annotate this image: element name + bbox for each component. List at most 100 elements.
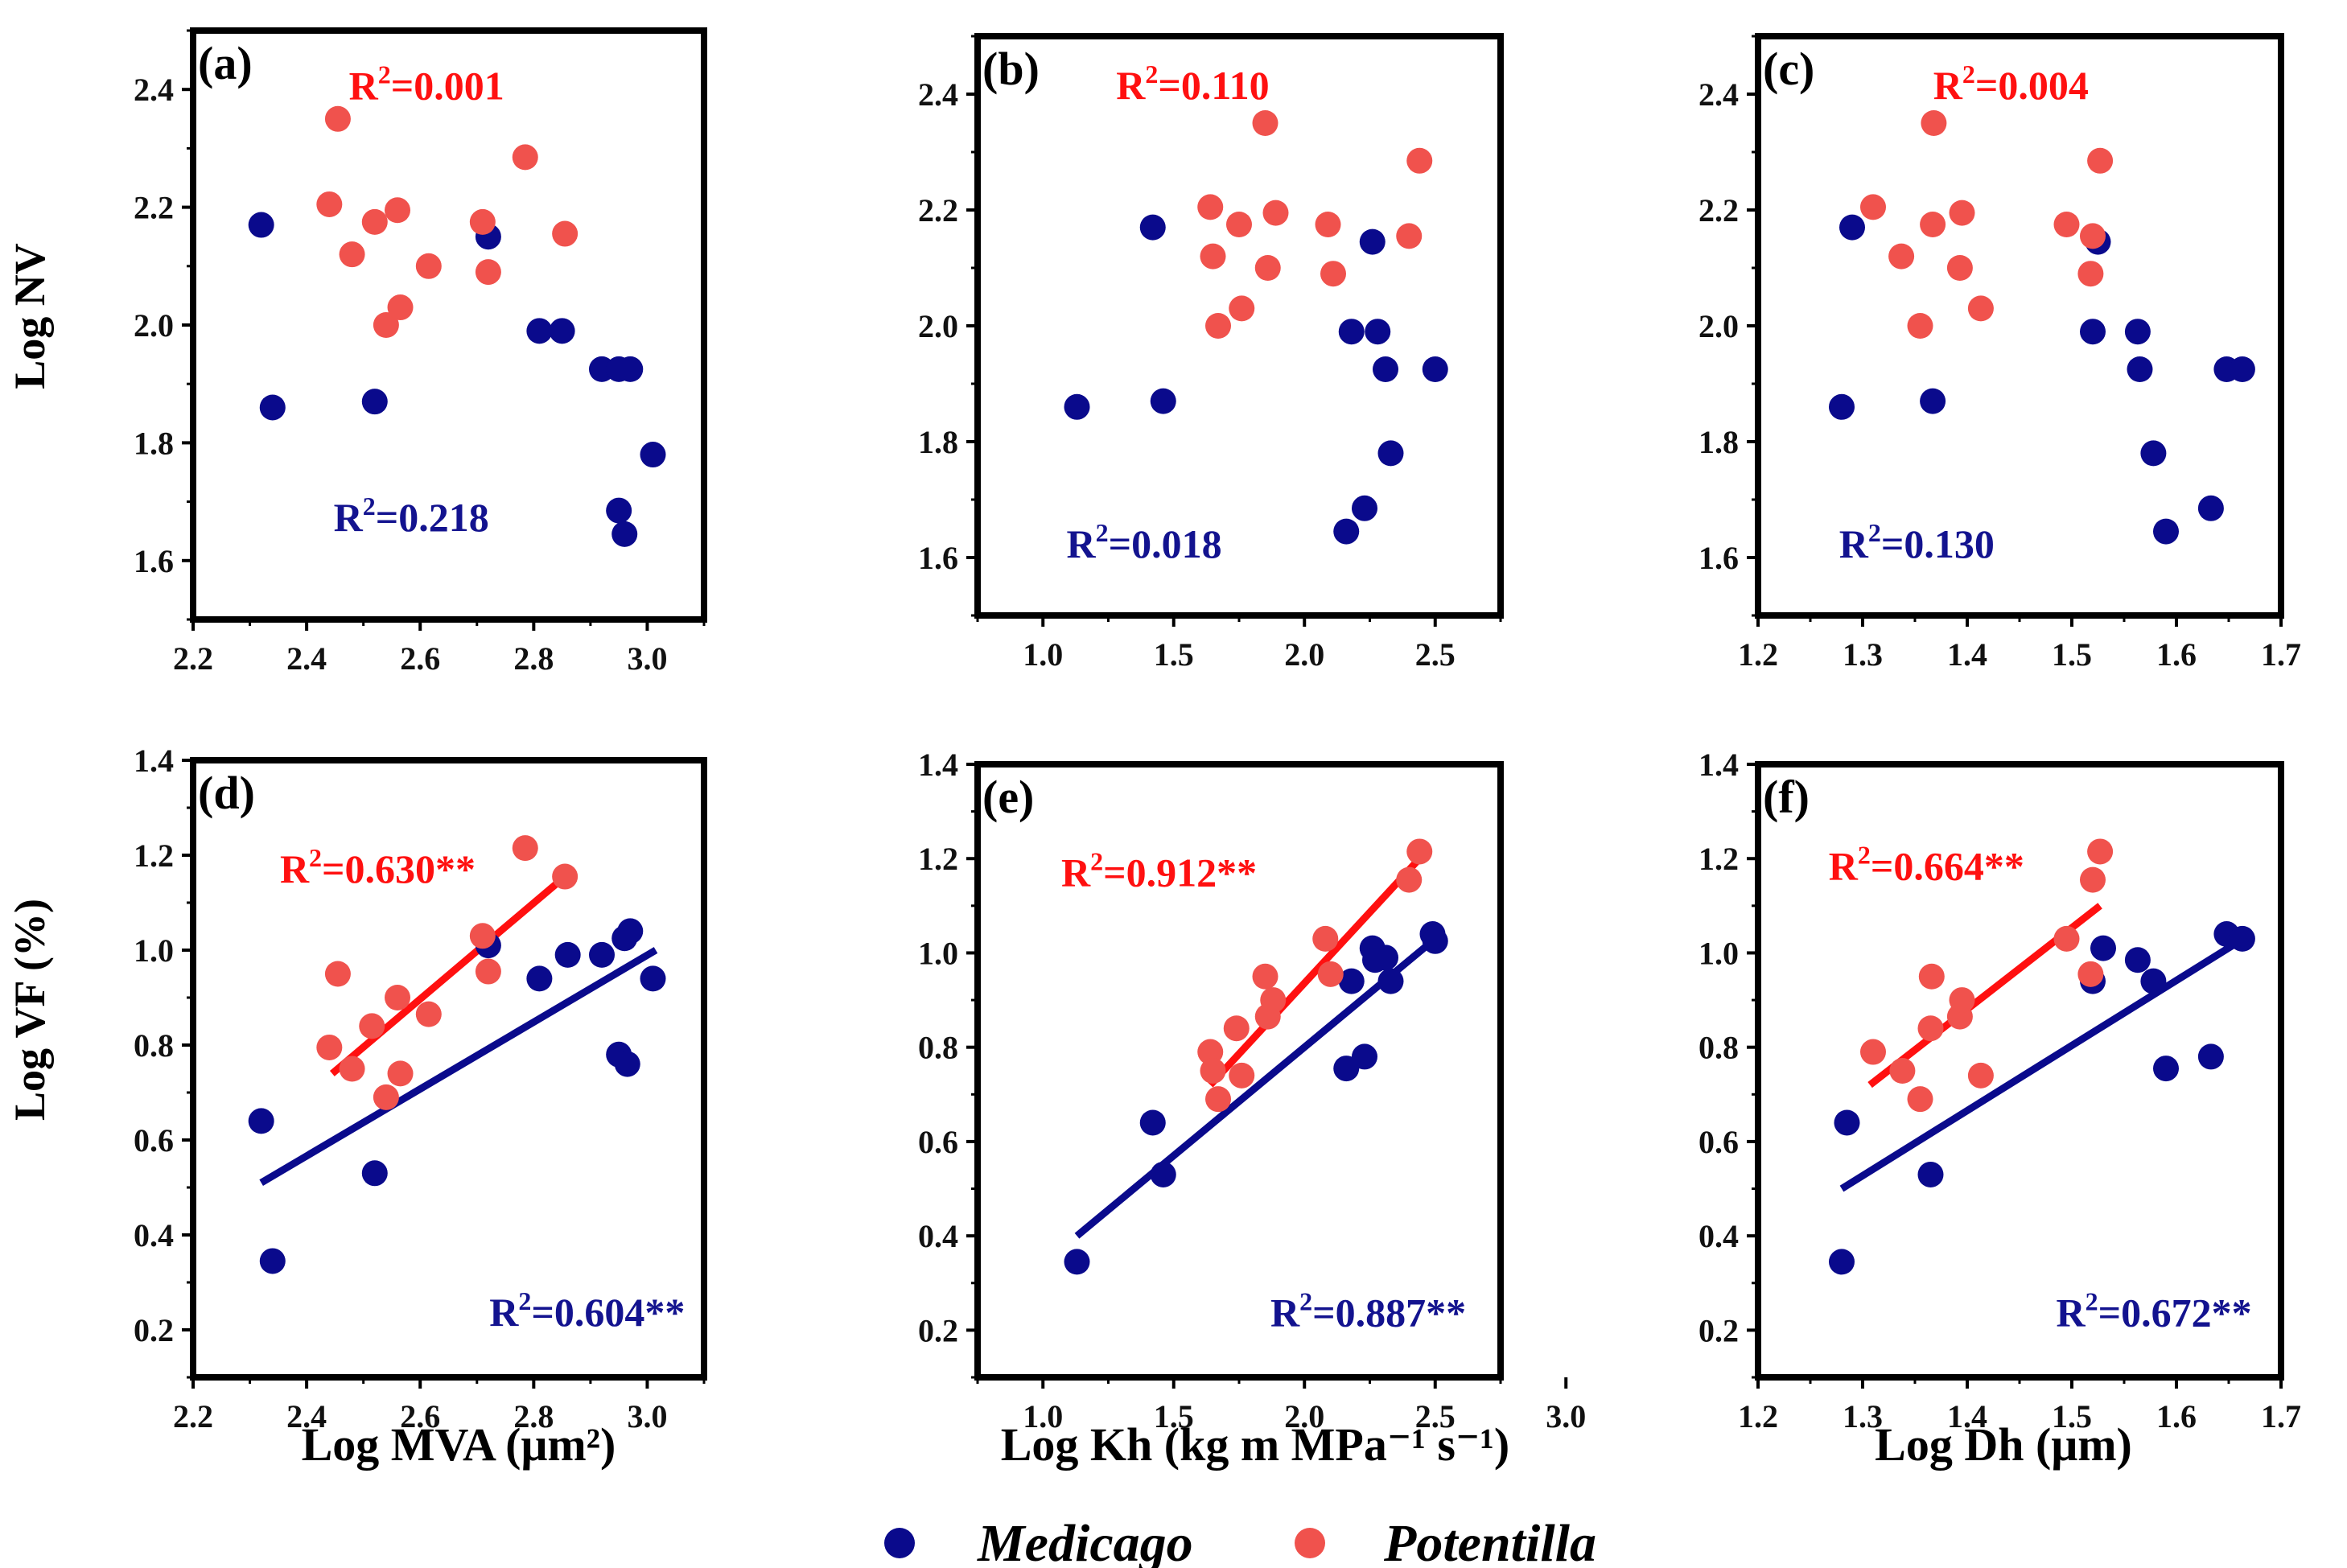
panel-f: 1.2 1.3 1.4 1.5 1.6 1.7 0.2 0.4 0.6 0.8 1.0 1.2 1.4 (… bbox=[1698, 747, 2301, 1434]
data-point-potentilla bbox=[1254, 255, 1281, 281]
y-tick-label: 1.6 bbox=[1698, 540, 1739, 576]
y-tick-label: 1.0 bbox=[1698, 935, 1739, 971]
fit-line-medicago bbox=[259, 947, 658, 1186]
x-tick-label: 1.5 bbox=[1154, 636, 1194, 673]
data-point-medicago bbox=[1064, 393, 1090, 420]
y-tick-label: 1.6 bbox=[918, 540, 958, 576]
data-point-potentilla bbox=[373, 312, 399, 338]
plot-frame bbox=[974, 33, 1504, 619]
y-tick-label: 1.4 bbox=[918, 747, 958, 783]
data-point-medicago bbox=[1373, 356, 1398, 382]
data-point-potentilla bbox=[1918, 963, 1945, 990]
panels-container: 2.2 2.4 2.6 2.8 3.0 1.6 1.8 2.0 2.2 2.4 (a) R2=0.00… bbox=[134, 27, 2301, 1434]
plot-frame bbox=[190, 757, 707, 1381]
data-point-potentilla bbox=[2053, 925, 2080, 952]
data-point-potentilla bbox=[2087, 147, 2114, 174]
data-point-potentilla bbox=[339, 1056, 365, 1082]
y-tick-label: 0.6 bbox=[918, 1124, 958, 1160]
x-tick-label: 2.4 bbox=[286, 1398, 327, 1434]
panel-label: (e) bbox=[982, 771, 1034, 823]
data-point-potentilla bbox=[1946, 255, 1973, 281]
r2-label-medicago: R2=0.887** bbox=[1270, 1286, 1466, 1335]
legend-marker-medicago bbox=[884, 1528, 915, 1558]
x-tick-label: 2.4 bbox=[286, 640, 327, 677]
data-point-potentilla bbox=[1967, 295, 1994, 322]
y-axis-label-top: Log NV bbox=[6, 243, 54, 389]
data-point-potentilla bbox=[373, 1084, 399, 1110]
r2-label-potentilla: R2=0.630** bbox=[280, 843, 476, 891]
data-point-potentilla bbox=[1252, 963, 1278, 990]
data-point-potentilla bbox=[1260, 987, 1287, 1014]
data-point-potentilla bbox=[2053, 212, 2080, 237]
data-point-medicago bbox=[589, 941, 615, 968]
y-tick-label: 1.0 bbox=[134, 932, 174, 969]
r2-label-medicago: R2=0.218 bbox=[334, 492, 489, 540]
y-tick-label: 2.4 bbox=[134, 72, 174, 108]
data-point-potentilla bbox=[1315, 212, 1341, 237]
data-point-medicago bbox=[640, 442, 666, 468]
data-point-potentilla bbox=[2080, 866, 2106, 893]
data-point-potentilla bbox=[387, 294, 414, 321]
data-point-potentilla bbox=[1200, 243, 1226, 270]
r2-label-potentilla: R2=0.001 bbox=[349, 60, 504, 108]
data-point-medicago bbox=[259, 1248, 286, 1274]
x-axis-label-dh: Log Dh (μm) bbox=[1875, 1418, 2132, 1471]
data-point-medicago bbox=[1377, 968, 1404, 994]
data-point-potentilla bbox=[316, 1034, 343, 1060]
data-point-medicago bbox=[1829, 1249, 1855, 1275]
data-point-potentilla bbox=[361, 208, 388, 235]
y-tick-label: 2.0 bbox=[1698, 308, 1739, 344]
data-point-medicago bbox=[1352, 495, 1377, 521]
x-tick-label: 1.7 bbox=[2261, 636, 2301, 673]
data-point-potentilla bbox=[387, 1060, 414, 1087]
data-point-medicago bbox=[2080, 319, 2106, 345]
y-tick-label: 1.4 bbox=[134, 743, 174, 779]
x-axis-label-kh: Log Kh (kg m MPa⁻¹ s⁻¹) bbox=[1001, 1418, 1510, 1471]
data-point-medicago bbox=[2197, 1043, 2224, 1070]
y-tick-label: 2.4 bbox=[918, 76, 958, 113]
data-point-medicago bbox=[1373, 945, 1398, 971]
data-point-potentilla bbox=[2080, 223, 2106, 249]
data-point-medicago bbox=[1377, 440, 1404, 467]
fit-line-medicago bbox=[1074, 936, 1438, 1239]
y-tick-label: 1.2 bbox=[918, 841, 958, 877]
y-tick-label: 2.2 bbox=[918, 192, 958, 228]
data-point-potentilla bbox=[1205, 1086, 1231, 1113]
panel-label: (f) bbox=[1763, 771, 1810, 823]
legend-label-medicago: Medicago bbox=[977, 1514, 1193, 1568]
data-point-potentilla bbox=[385, 197, 410, 224]
data-point-potentilla bbox=[1200, 1058, 1226, 1084]
panel-d: 2.2 2.4 2.6 2.8 3.0 0.2 0.4 0.6 0.8 1.0 1.2 1.4 (d) R… bbox=[134, 743, 707, 1434]
fit-line-potentilla bbox=[329, 874, 568, 1076]
data-point-medicago bbox=[2124, 947, 2151, 973]
data-point-potentilla bbox=[385, 985, 410, 1010]
x-tick-label: 2.8 bbox=[513, 640, 554, 677]
data-point-potentilla bbox=[1205, 313, 1231, 339]
data-point-medicago bbox=[2124, 319, 2151, 345]
data-point-potentilla bbox=[2087, 838, 2114, 865]
x-tick-label: 1.5 bbox=[2052, 636, 2092, 673]
data-point-potentilla bbox=[324, 961, 351, 987]
data-point-potentilla bbox=[1317, 961, 1344, 987]
data-point-medicago bbox=[617, 356, 644, 382]
data-point-medicago bbox=[526, 318, 553, 344]
y-tick-label: 1.6 bbox=[134, 543, 174, 579]
data-point-potentilla bbox=[552, 863, 579, 890]
x-tick-label: 1.0 bbox=[1023, 1398, 1063, 1434]
data-point-medicago bbox=[361, 1160, 388, 1187]
data-point-medicago bbox=[554, 941, 581, 968]
data-point-potentilla bbox=[1262, 200, 1289, 226]
y-tick-label: 1.4 bbox=[1698, 747, 1739, 783]
data-point-medicago bbox=[2140, 440, 2167, 467]
data-point-medicago bbox=[1422, 928, 1448, 954]
r2-label-medicago: R2=0.672** bbox=[2057, 1286, 2252, 1335]
x-tick-label: 1.5 bbox=[1154, 1398, 1194, 1434]
data-point-medicago bbox=[1338, 968, 1365, 994]
y-tick-label: 0.8 bbox=[918, 1030, 958, 1066]
data-point-potentilla bbox=[1396, 866, 1423, 893]
y-tick-label: 0.2 bbox=[1698, 1312, 1739, 1348]
data-point-medicago bbox=[1333, 518, 1360, 545]
data-point-medicago bbox=[259, 394, 286, 421]
data-point-potentilla bbox=[1406, 147, 1433, 174]
x-tick-label: 2.2 bbox=[173, 1398, 213, 1434]
